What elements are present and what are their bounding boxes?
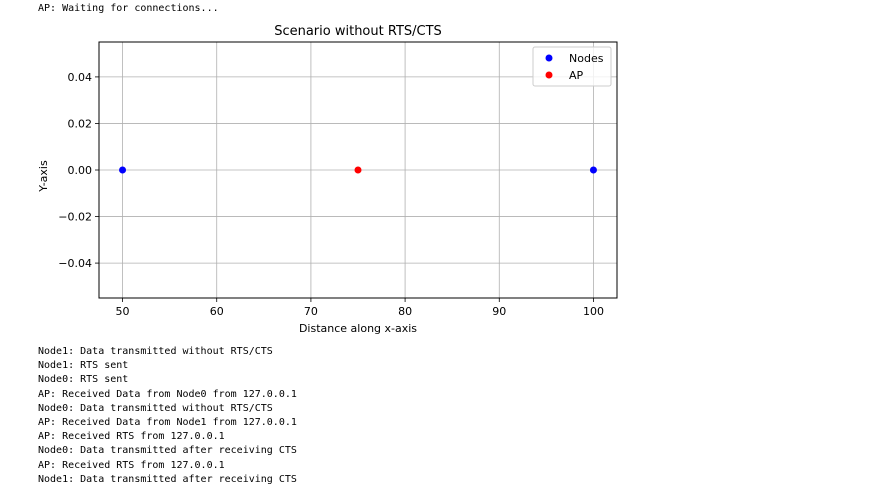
console-log-line: Node0: Data transmitted without RTS/CTS bbox=[38, 402, 273, 414]
console-log-line: Node1: Data transmitted after receiving … bbox=[38, 473, 297, 485]
y-tick-label: 0.00 bbox=[68, 164, 93, 177]
grid-lines bbox=[99, 42, 617, 298]
data-points bbox=[119, 166, 597, 174]
y-axis-label: Y-axis bbox=[37, 160, 50, 193]
console-log-line: AP: Received Data from Node1 from 127.0.… bbox=[38, 417, 297, 428]
x-tick-label: 60 bbox=[210, 305, 224, 318]
console-status-line: AP: Waiting for connections... bbox=[38, 3, 219, 14]
console-log-line: Node1: Data transmitted without RTS/CTS bbox=[38, 346, 273, 357]
y-tick-label: 0.04 bbox=[68, 71, 93, 84]
data-point-ap bbox=[354, 166, 362, 174]
console-log-line: Node0: Data transmitted after receiving … bbox=[38, 445, 297, 457]
legend-label-nodes: Nodes bbox=[569, 52, 604, 65]
chart-title: Scenario without RTS/CTS bbox=[274, 24, 442, 39]
legend-marker-ap bbox=[545, 71, 553, 79]
legend-marker-nodes bbox=[545, 54, 553, 62]
y-tick-label: −0.02 bbox=[58, 211, 92, 224]
legend-box bbox=[532, 46, 612, 87]
x-tick-label: 90 bbox=[492, 305, 506, 318]
x-tick-label: 100 bbox=[583, 305, 604, 318]
console-log-line: Node1: RTS sent bbox=[38, 360, 129, 372]
y-tick-label: −0.04 bbox=[58, 257, 92, 270]
console-log-line: AP: Received RTS from 127.0.0.1 bbox=[38, 459, 225, 471]
console-log-line: AP: Received RTS from 127.0.0.1 bbox=[38, 431, 225, 443]
y-tick-label: 0.02 bbox=[68, 117, 93, 130]
data-point-nodes bbox=[119, 166, 127, 174]
legend-label-ap: AP bbox=[569, 69, 584, 82]
console-log-line: AP: Received Data from Node0 from 127.0.… bbox=[38, 388, 297, 400]
console-log-line: Node0: RTS sent bbox=[38, 374, 129, 386]
axis-ticks: 50 60 70 80 90 100 0.04 0.02 0.00 −0.02 −0.04 bbox=[58, 71, 604, 318]
data-point-nodes bbox=[589, 166, 597, 174]
x-tick-label: 80 bbox=[398, 305, 412, 318]
x-axis-label: Distance along x-axis bbox=[299, 322, 417, 335]
x-tick-label: 50 bbox=[116, 305, 130, 318]
x-tick-label: 70 bbox=[304, 305, 318, 318]
legend: Nodes AP bbox=[532, 46, 612, 87]
